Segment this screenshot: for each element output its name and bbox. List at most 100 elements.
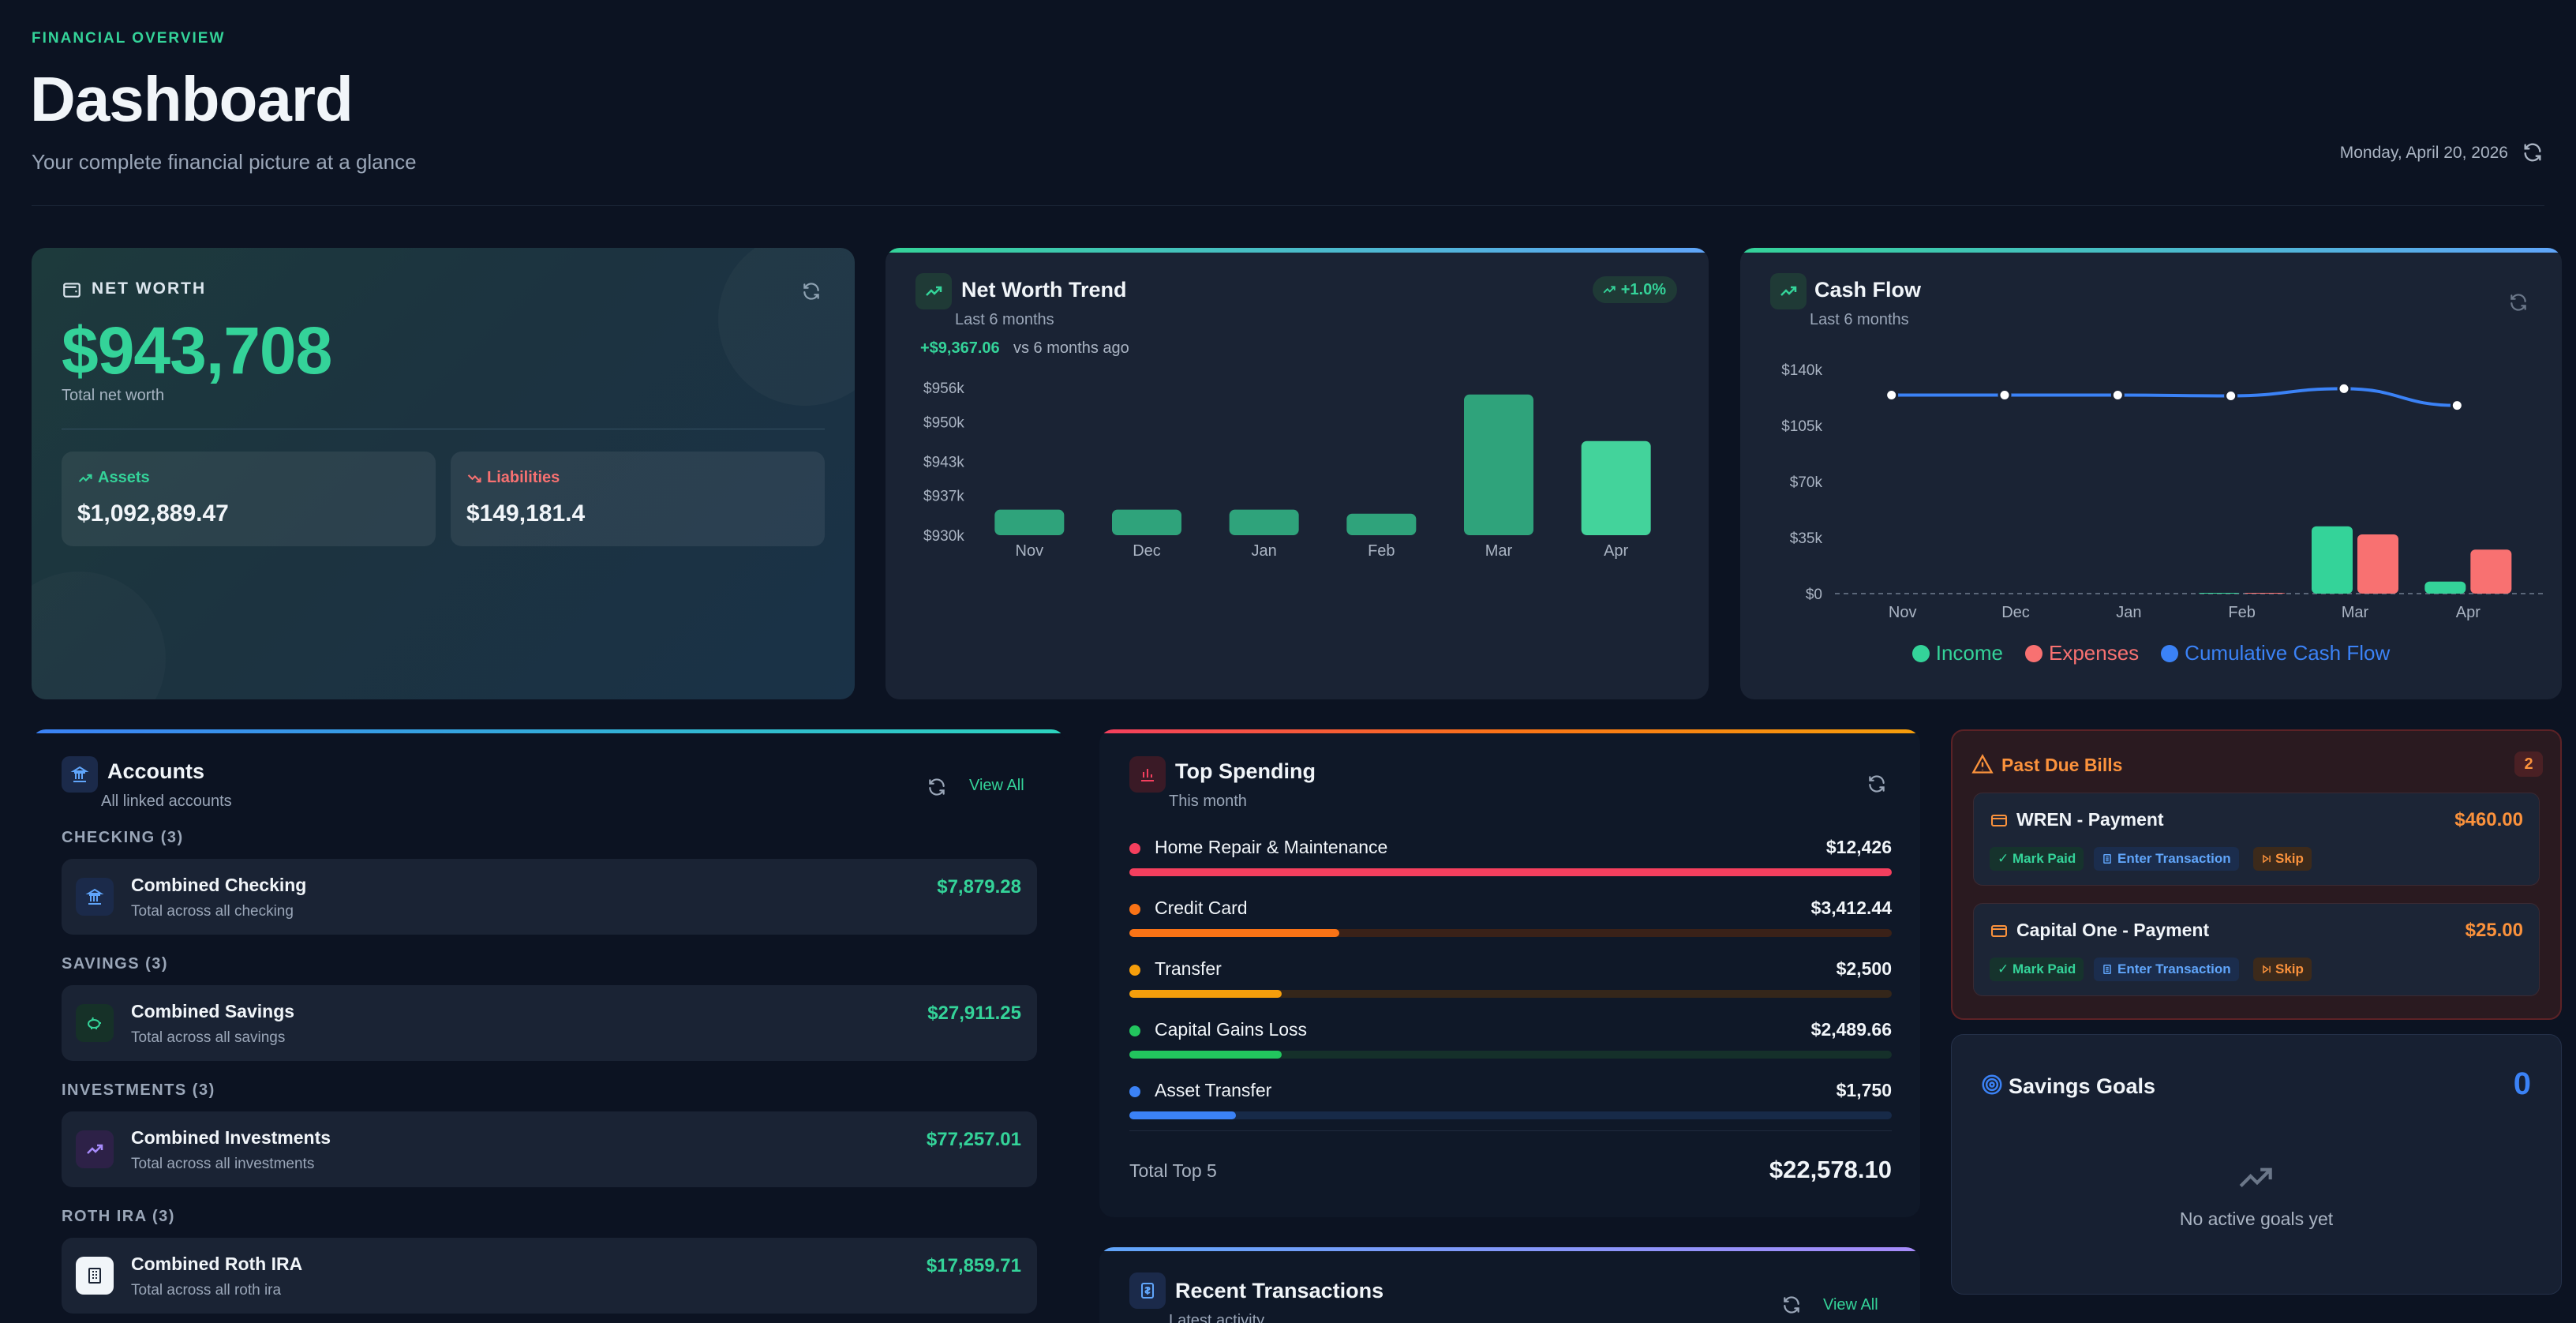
card-title: Past Due Bills	[2001, 755, 2123, 775]
cumulative-point	[1998, 388, 2012, 402]
y-tick-label: $950k	[923, 414, 964, 431]
cash-flow-legend: Income Expenses Cumulative Cash Flow	[1740, 641, 2562, 665]
y-tick-label: $943k	[923, 455, 964, 471]
progress-track	[1129, 1051, 1892, 1059]
enter-transaction-button[interactable]: Enter Transaction	[2094, 847, 2239, 871]
y-tick-label: $956k	[923, 380, 964, 397]
spending-row[interactable]: Transfer $2,500	[1129, 958, 1892, 1006]
trending-up-icon	[2237, 1161, 2277, 1195]
receipt-icon	[1129, 1272, 1166, 1309]
bar-chart-icon	[1129, 756, 1166, 793]
bar-income	[2424, 581, 2466, 594]
category-amount: $1,750	[1836, 1080, 1892, 1100]
view-all-transactions-link[interactable]: View All	[1823, 1296, 1878, 1314]
card-subtitle: This month	[1169, 793, 1247, 810]
progress-track	[1129, 929, 1892, 937]
category-amount: $3,412.44	[1810, 898, 1892, 918]
refresh-icon[interactable]	[1778, 1291, 1805, 1318]
y-tick-label: $0	[1806, 587, 1822, 603]
account-row-roth-ira[interactable]: Combined Roth IRA Total across all roth …	[62, 1238, 1037, 1314]
card-title: Accounts	[107, 759, 205, 783]
category-dot	[1129, 1086, 1140, 1097]
trend-badge-value: +1.0%	[1620, 281, 1666, 298]
bar	[1346, 513, 1417, 535]
credit-card-icon	[1990, 811, 2009, 830]
card-subtitle: Latest activity	[1169, 1312, 1265, 1323]
category-name: Asset Transfer	[1155, 1080, 1272, 1100]
account-desc: Total across all savings	[131, 1029, 286, 1046]
account-row-investments[interactable]: Combined Investments Total across all in…	[62, 1111, 1037, 1187]
spending-row[interactable]: Asset Transfer $1,750	[1129, 1080, 1892, 1127]
x-tick-label: Nov	[1889, 604, 1917, 621]
x-tick-label: Mar	[2342, 604, 2369, 621]
card-title: Cash Flow	[1814, 278, 1922, 302]
x-tick-label: Nov	[1016, 542, 1044, 560]
refresh-icon[interactable]	[2519, 139, 2546, 166]
refresh-icon[interactable]	[2505, 289, 2532, 316]
cumulative-point	[2110, 388, 2125, 402]
bill-name: WREN - Payment	[2016, 809, 2164, 830]
empty-state-text: No active goals yet	[2179, 1209, 2334, 1229]
trending-up-icon	[77, 470, 93, 490]
bar-expenses	[2470, 549, 2512, 594]
spending-row[interactable]: Capital Gains Loss $2,489.66	[1129, 1019, 1892, 1066]
skip-button[interactable]: Skip	[2253, 958, 2312, 981]
cumulative-point	[2224, 388, 2238, 403]
mark-paid-button[interactable]: ✓ Mark Paid	[1990, 958, 2084, 981]
card-accent-line	[886, 248, 1709, 253]
refresh-icon[interactable]	[1863, 770, 1890, 797]
account-name: Combined Checking	[131, 875, 307, 895]
warning-icon	[1971, 753, 1994, 779]
cash-flow-card: Cash Flow Last 6 months $140k $105k $70k $3…	[1740, 248, 2562, 699]
spending-row[interactable]: Home Repair & Maintenance $12,426	[1129, 837, 1892, 884]
view-all-accounts-link[interactable]: View All	[969, 777, 1024, 794]
bill-item[interactable]: Capital One - Payment $25.00 ✓ Mark Paid…	[1973, 903, 2540, 996]
cumulative-line	[1891, 387, 2458, 407]
category-dot	[1129, 965, 1140, 976]
bar-expenses	[2357, 534, 2398, 594]
skip-button[interactable]: Skip	[2253, 847, 2312, 871]
card-title: Savings Goals	[2009, 1074, 2156, 1098]
account-amount: $77,257.01	[926, 1129, 1021, 1150]
bar-expenses	[2244, 592, 2286, 594]
trending-up-icon	[1770, 273, 1807, 309]
y-tick-label: $937k	[923, 489, 964, 505]
progress-track	[1129, 868, 1892, 876]
group-label: SAVINGS (3)	[62, 955, 169, 973]
y-tick-label: $70k	[1790, 474, 1823, 491]
legend-expenses[interactable]: Expenses	[2024, 641, 2139, 665]
mark-paid-button[interactable]: ✓ Mark Paid	[1990, 847, 2084, 871]
category-name: Transfer	[1155, 958, 1222, 979]
account-row-savings[interactable]: Combined Savings Total across all saving…	[62, 985, 1037, 1061]
button-label: Enter Transaction	[2117, 851, 2231, 866]
card-accent-line	[1740, 248, 2562, 253]
account-amount: $27,911.25	[927, 1003, 1021, 1024]
y-tick-label: $105k	[1781, 418, 1822, 435]
legend-cumulative[interactable]: Cumulative Cash Flow	[2161, 641, 2390, 665]
net-worth-caption: Total net worth	[62, 387, 165, 404]
x-tick-label: Dec	[1133, 542, 1161, 560]
enter-transaction-button[interactable]: Enter Transaction	[2094, 958, 2239, 981]
account-name: Combined Roth IRA	[131, 1254, 303, 1274]
y-tick-label: $930k	[923, 528, 964, 545]
savings-goals-count: 0	[2513, 1066, 2531, 1101]
card-subtitle: All linked accounts	[101, 793, 232, 810]
bill-amount: $25.00	[2465, 920, 2523, 941]
account-amount: $17,859.71	[926, 1255, 1021, 1276]
category-amount: $12,426	[1825, 837, 1892, 857]
account-row-checking[interactable]: Combined Checking Total across all check…	[62, 859, 1037, 935]
spending-row[interactable]: Credit Card $3,412.44	[1129, 898, 1892, 945]
past-due-bills-card: Past Due Bills 2 WREN - Payment $460.00 …	[1951, 729, 2562, 1020]
legend-income[interactable]: Income	[1911, 641, 2003, 665]
past-due-count-badge: 2	[2514, 751, 2543, 777]
refresh-icon[interactable]	[923, 774, 950, 800]
refresh-icon[interactable]	[798, 278, 825, 305]
bill-item[interactable]: WREN - Payment $460.00 ✓ Mark Paid Enter…	[1973, 793, 2540, 886]
x-tick-label: Feb	[1368, 542, 1395, 560]
category-dot	[1129, 1025, 1140, 1036]
button-label: Skip	[2275, 851, 2304, 866]
x-tick-label: Dec	[2001, 604, 2030, 621]
progress-fill	[1129, 990, 1282, 998]
liabilities-value: $149,181.4	[466, 500, 586, 527]
bar-income	[2198, 592, 2240, 594]
